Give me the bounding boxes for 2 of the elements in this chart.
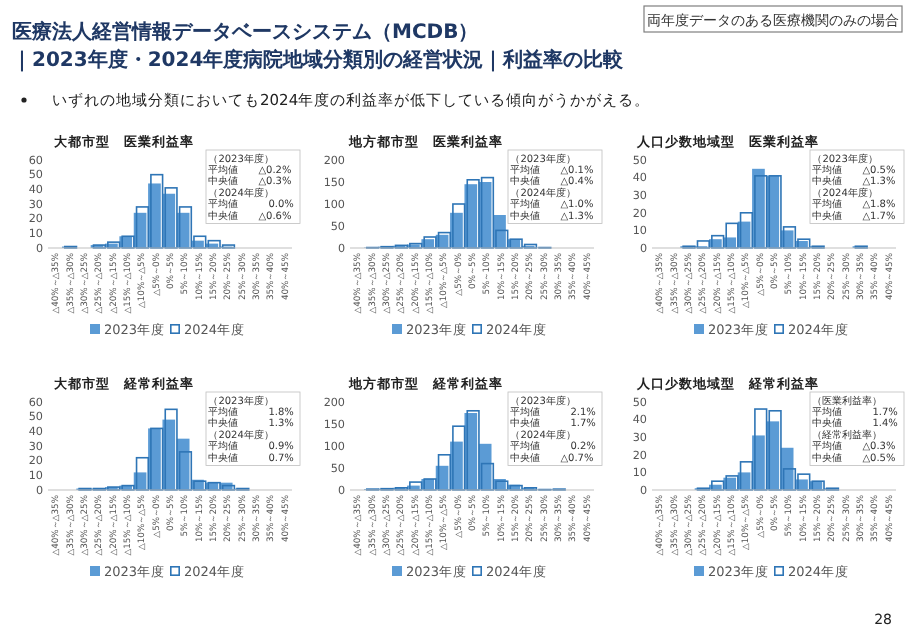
text: ｜2023年度・2024年度病院地域分類別の経営状況｜利益率の比較	[12, 48, 626, 72]
text: 医療法人経営情報データベースシステム（MCDB）	[12, 20, 479, 44]
